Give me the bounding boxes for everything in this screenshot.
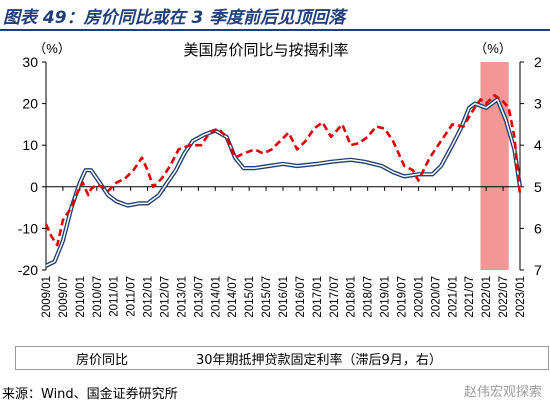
x-tick-label: 2009/07 [58,276,70,318]
x-tick-label: 2019/07 [397,276,409,318]
x-tick-label: 2011/01 [109,276,121,317]
left-tick-label: 10 [22,137,38,153]
x-tick-label: 2016/01 [278,276,290,318]
header-rule [0,29,550,31]
series-line-mortgage-rate [44,94,522,247]
axes-layer [42,61,524,271]
x-tick-label: 2010/07 [92,276,104,318]
x-tick-label: 2013/01 [176,276,188,318]
shaded-region [480,62,509,270]
watermark: 赵伟宏观探索 [463,385,542,400]
left-tick-label: 0 [30,179,38,195]
tick-label-layer: 30 20 10 0 -10 -20 2 3 4 5 6 7 2009/01 2009/07 2010/01… [18,54,542,318]
x-tick-label: 2022/01 [481,276,493,318]
x-tick-label: 2023/01 [515,276,527,318]
source-note: 来源：Wind、国金证券研究所 [2,387,178,402]
x-tick-label: 2015/07 [261,276,273,318]
x-tick-label: 2011/07 [126,276,138,317]
x-tick-label: 2013/07 [193,276,205,318]
x-tick-label: 2009/01 [41,276,53,318]
x-tick-label: 2018/07 [363,276,375,318]
x-tick-label: 2021/01 [447,276,459,318]
right-tick-label: 4 [534,137,542,153]
x-tick-label: 2016/07 [295,276,307,318]
figure-footer: 来源：Wind、国金证券研究所 赵伟宏观探索 [0,380,550,405]
x-tick-label: 2017/07 [329,276,341,318]
legend-label-mortgage-rate: 30年期抵押贷款固定利率（滞后9月，右） [196,353,442,368]
x-tick-label: 2022/07 [498,276,510,318]
right-tick-label: 2 [534,54,542,70]
left-axis-unit: （%） [33,41,71,56]
right-tick-label: 6 [534,220,542,236]
right-tick-label: 5 [534,179,542,195]
figure-header: 图表 49：房价同比或在 3 季度前后见顶回落 [0,0,550,31]
series-layer [44,94,523,268]
left-tick-label: 30 [22,54,38,70]
figure-title: 图表 49：房价同比或在 3 季度前后见顶回落 [3,8,346,28]
x-tick-label: 2021/07 [464,276,476,318]
legend-label-house-price: 房价同比 [76,353,129,368]
x-tick-label: 2018/01 [346,276,358,318]
x-tick-label: 2015/01 [244,276,256,318]
left-tick-label: 20 [22,96,38,112]
left-tick-label: -20 [18,262,38,278]
shaded-region-layer [480,62,509,270]
chart-legend: 房价同比 30年期抵押贷款固定利率（滞后9月，右） [15,346,549,370]
x-tick-label: 2020/07 [430,276,442,318]
x-tick-label: 2017/01 [312,276,324,318]
x-tick-label: 2010/01 [75,276,87,318]
chart-title: 美国房价同比与按揭利率 [183,42,348,59]
x-tick-label: 2019/01 [380,276,392,318]
right-tick-label: 7 [534,262,542,278]
x-tick-label: 2020/01 [413,276,425,318]
series-line-house-price-inner [45,98,521,267]
left-tick-label: -10 [18,220,38,236]
x-tick-label: 2014/07 [227,276,239,318]
right-axis-unit: （%） [474,41,512,56]
right-tick-label: 3 [534,96,542,112]
x-tick-label: 2012/01 [143,276,155,318]
x-tick-label: 2012/07 [160,276,172,318]
x-tick-label: 2014/01 [210,276,222,318]
